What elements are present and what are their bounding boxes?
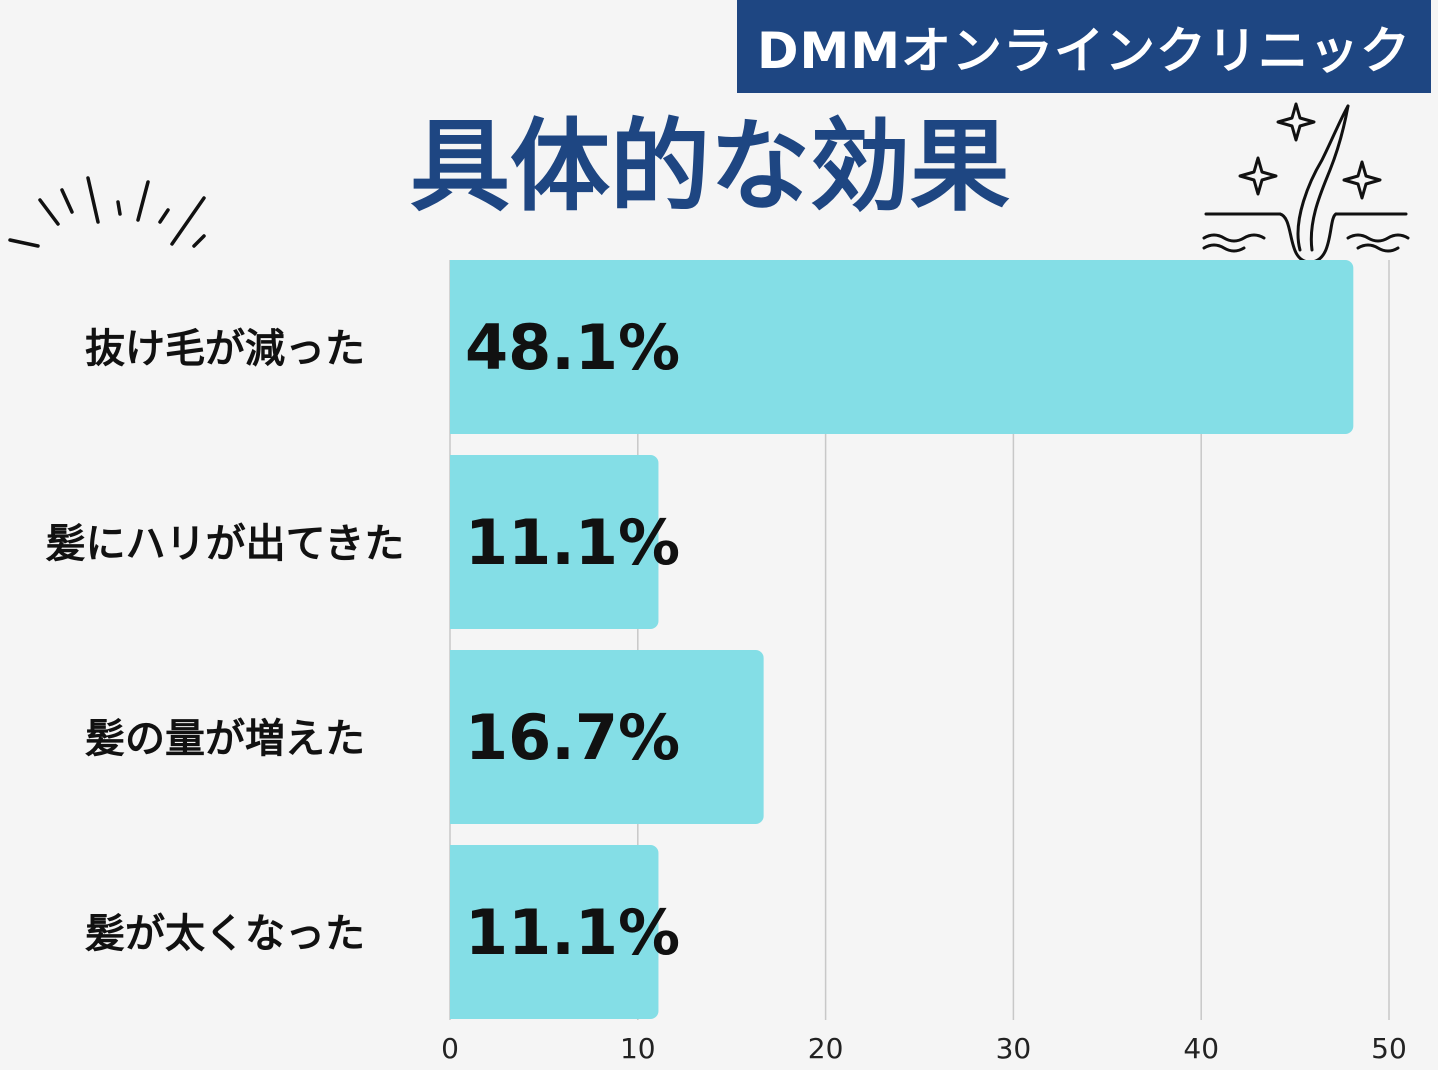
x-tick-label: 10 <box>620 1032 656 1065</box>
value-label: 11.1% <box>465 896 680 969</box>
category-label: 髪が太くなった <box>85 911 365 957</box>
bar <box>450 260 1354 434</box>
category-label: 髪の量が増えた <box>85 716 365 762</box>
x-tick-label: 0 <box>441 1032 459 1065</box>
value-label: 11.1% <box>465 506 680 579</box>
bar <box>450 650 764 824</box>
x-tick-label: 50 <box>1371 1032 1407 1065</box>
bar <box>450 455 659 629</box>
bar-base <box>450 455 462 629</box>
chart-title: 具体的な効果 <box>410 108 1010 225</box>
category-label: 抜け毛が減った <box>85 326 365 372</box>
bar <box>450 845 659 1019</box>
brand-label: DMMオンラインクリニック <box>756 21 1411 80</box>
bar-base <box>450 650 462 824</box>
category-label: 髪にハリが出てきた <box>46 521 405 567</box>
bar-base <box>450 845 462 1019</box>
x-tick-label: 30 <box>996 1032 1032 1065</box>
brand-banner: DMMオンラインクリニック <box>737 0 1431 93</box>
burst-lines-icon <box>8 176 206 248</box>
value-label: 16.7% <box>465 701 680 774</box>
x-tick-label: 20 <box>808 1032 844 1065</box>
x-tick-label: 40 <box>1183 1032 1219 1065</box>
value-label: 48.1% <box>465 311 680 384</box>
bar-base <box>450 260 462 434</box>
